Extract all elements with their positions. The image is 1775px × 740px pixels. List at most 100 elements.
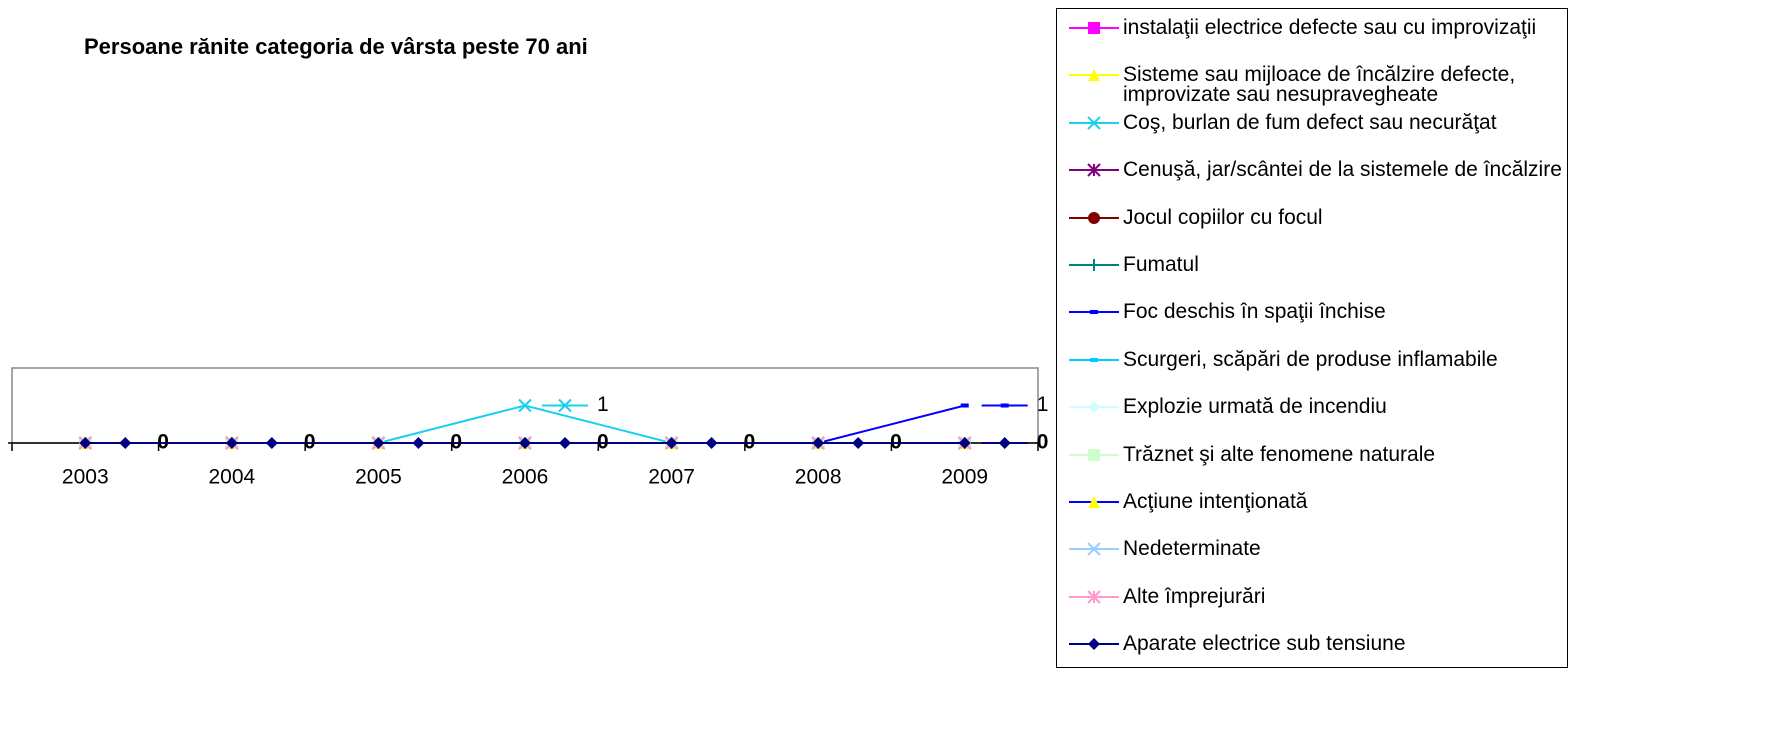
marker <box>665 437 678 449</box>
legend-label: Coş, burlan de fum defect sau necurăţat <box>1123 110 1497 134</box>
marker-shape <box>1090 310 1098 315</box>
data-label-text: 0 <box>157 431 169 454</box>
marker <box>1088 401 1100 414</box>
legend-label: instalaţii electrice defecte sau cu impr… <box>1123 16 1537 39</box>
legend-key <box>1069 259 1119 271</box>
chart-title: Persoane rănite categoria de vârsta pest… <box>84 34 588 59</box>
marker-shape <box>558 398 572 413</box>
marker <box>1090 357 1098 362</box>
x-tick-label: 2008 <box>795 466 842 489</box>
data-label: 0 <box>102 431 169 454</box>
legend-key <box>1069 401 1119 414</box>
marker <box>225 437 238 449</box>
marker <box>852 437 865 449</box>
marker-shape <box>519 437 531 449</box>
marker <box>705 437 718 449</box>
marker <box>1088 69 1100 82</box>
marker-shape <box>1088 259 1100 271</box>
data-label-text: 0 <box>450 431 462 454</box>
marker-shape <box>852 437 865 449</box>
x-tick-label: 2009 <box>941 466 988 489</box>
legend-label: Jocul copiilor cu focul <box>1123 205 1323 229</box>
marker <box>960 403 969 408</box>
legend-key <box>1069 542 1119 557</box>
marker-shape <box>225 437 238 449</box>
legend-item: Fumatul <box>1065 254 1565 275</box>
data-label-text: 0 <box>1037 431 1049 454</box>
legend-label: Foc deschis în spaţii închise <box>1123 300 1386 324</box>
marker <box>1088 448 1100 461</box>
legend-item: Coş, burlan de fum defect sau necurăţat <box>1065 110 1565 134</box>
marker <box>1088 259 1100 271</box>
legend-item: Alte împrejurări <box>1065 584 1565 608</box>
marker <box>812 437 825 449</box>
marker <box>412 437 425 449</box>
legend-label: Nedeterminate <box>1123 537 1261 561</box>
marker-shape <box>705 437 718 449</box>
marker-shape <box>1087 590 1101 604</box>
data-label-text: 1 <box>1037 393 1049 416</box>
marker <box>1087 163 1101 177</box>
marker-shape <box>119 437 132 449</box>
marker <box>79 437 92 449</box>
marker-shape <box>265 437 278 449</box>
legend-key <box>1069 496 1119 508</box>
data-label: 0 <box>542 431 609 454</box>
data-label-text: 0 <box>597 431 609 454</box>
marker <box>1000 403 1009 408</box>
legend-label: Sisteme sau mijloace de încălzire defect… <box>1123 63 1516 107</box>
marker <box>518 398 532 413</box>
data-label-text: 0 <box>304 431 316 454</box>
marker <box>559 437 571 449</box>
legend-label: Cenuşă, jar/scântei de la sistemele de î… <box>1123 158 1562 182</box>
marker-shape <box>812 437 825 449</box>
marker-shape <box>958 437 971 449</box>
marker <box>998 437 1011 449</box>
marker <box>1087 116 1101 130</box>
legend-item: Jocul copiilor cu focul <box>1065 205 1565 229</box>
data-label-text: 0 <box>744 431 756 454</box>
x-tick-label: 2003 <box>62 466 109 489</box>
legend-key <box>1069 310 1119 315</box>
legend-key <box>1069 590 1119 604</box>
marker-shape <box>1088 22 1100 34</box>
legend-item: instalaţii electrice defecte sau cu impr… <box>1065 16 1565 39</box>
legend-key <box>1069 448 1119 461</box>
data-label: 0 <box>395 431 462 454</box>
marker-shape <box>1088 401 1100 414</box>
legend-item: Cenuşă, jar/scântei de la sistemele de î… <box>1065 158 1565 182</box>
x-tick-label: 2004 <box>208 466 255 489</box>
marker-shape <box>1088 448 1100 461</box>
marker-shape <box>1087 542 1101 557</box>
data-label: 0 <box>981 431 1049 454</box>
marker <box>519 437 531 449</box>
marker <box>372 437 385 449</box>
legend-item: Explozie urmată de incendiu <box>1065 396 1565 417</box>
marker <box>1088 211 1100 224</box>
marker-shape <box>372 437 385 449</box>
marker-shape <box>1087 163 1101 177</box>
data-label: 1 <box>981 393 1049 416</box>
data-label-text: 0 <box>890 431 902 454</box>
marker <box>265 437 278 449</box>
marker-shape <box>412 437 425 449</box>
legend-item: Scurgeri, scăpări de produse inflamabile <box>1065 349 1565 370</box>
data-label-text: 1 <box>597 393 609 416</box>
marker-shape <box>665 437 678 449</box>
x-tick-label: 2006 <box>502 466 549 489</box>
legend-key <box>1069 357 1119 362</box>
marker-shape <box>1090 357 1098 362</box>
legend-label: Alte împrejurări <box>1123 584 1266 608</box>
legend-item: Nedeterminate <box>1065 537 1565 561</box>
marker-shape <box>1087 116 1101 130</box>
marker-shape <box>79 437 92 449</box>
legend-item: Trăznet şi alte fenomene naturale <box>1065 444 1565 465</box>
marker-shape <box>1088 69 1100 82</box>
marker <box>1087 542 1101 557</box>
marker <box>1090 310 1098 315</box>
legend-label: Acţiune intenţionată <box>1123 490 1308 513</box>
marker <box>1087 590 1101 604</box>
marker-shape <box>518 398 532 413</box>
marker-shape <box>1088 496 1100 508</box>
